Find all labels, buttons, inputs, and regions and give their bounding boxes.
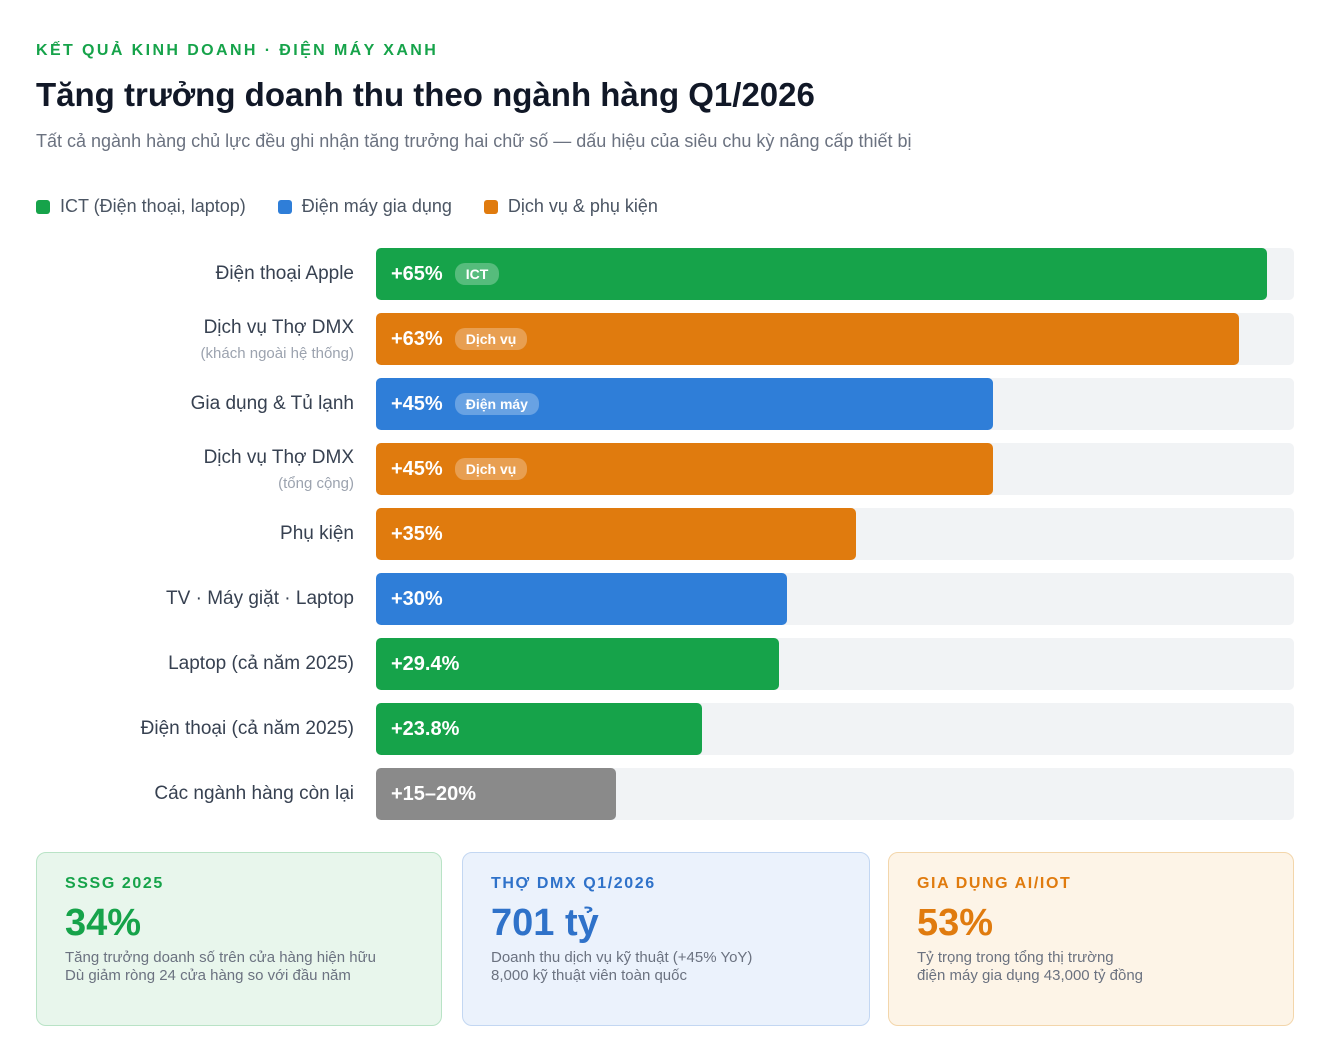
category-name: Dịch vụ Thợ DMX [203, 446, 354, 468]
category-name: Điện thoại Apple [215, 263, 354, 284]
legend-swatch-dichvu [483, 199, 498, 214]
eyebrow: KẾT QUẢ KINH DOANH · ĐIỆN MÁY XANH [36, 42, 439, 59]
legend-item-dichvu: Dịch vụ & phụ kiện [483, 196, 658, 217]
category-name: Phụ kiện [280, 523, 354, 544]
card-label: SSSG 2025 [65, 875, 164, 892]
bar-tag: Điện máy [454, 393, 539, 415]
category-label: Dịch vụ Thợ DMX (tổng cộng) [24, 443, 354, 495]
card-tho-dmx: THỢ DMX Q1/2026 701 tỷ Doanh thu dịch vụ… [462, 852, 870, 1026]
category-sublabel: (khách ngoài hệ thống) [200, 344, 354, 362]
card-desc-line: Dù giảm ròng 24 cửa hàng so với đầu năm [65, 967, 351, 984]
bar-value-label: +63% [391, 327, 443, 350]
category-name: Gia dụng & Tủ lạnh [190, 393, 354, 414]
bar-ict: +23.8% [376, 703, 702, 755]
bar-value-label: +30% [391, 587, 443, 610]
card-desc-line: Tăng trưởng doanh số trên cửa hàng hiện … [65, 949, 376, 966]
bar-tag: Dịch vụ [454, 458, 528, 480]
card-value: 34% [65, 902, 142, 944]
category-sublabel: (tổng cộng) [278, 474, 354, 492]
category-label: Điện thoại (cả năm 2025) [24, 703, 354, 755]
bar-value-label: +45% [391, 392, 443, 415]
legend-item-dienmay: Điện máy gia dụng [277, 196, 452, 217]
card-description: Tăng trưởng doanh số trên cửa hàng hiện … [65, 949, 413, 985]
bar-dichvu: +45% Dịch vụ [376, 443, 993, 495]
chart-row: Các ngành hàng còn lại +15–20% [0, 768, 1342, 820]
chart-row: Dịch vụ Thợ DMX (tổng cộng) +45% Dịch vụ [0, 443, 1342, 495]
chart-row: Laptop (cả năm 2025) +29.4% [0, 638, 1342, 690]
card-value: 701 tỷ [491, 902, 599, 944]
chart-row: Dịch vụ Thợ DMX (khách ngoài hệ thống) +63… [0, 313, 1342, 365]
bar-dienmay: +45% Điện máy [376, 378, 993, 430]
category-name: Dịch vụ Thợ DMX [203, 316, 354, 338]
category-label: Laptop (cả năm 2025) [24, 638, 354, 690]
bar-value-label: +45% [391, 457, 443, 480]
category-label: Gia dụng & Tủ lạnh [24, 378, 354, 430]
category-label: Điện thoại Apple [24, 248, 354, 300]
chart-row: TV · Máy giặt · Laptop +30% [0, 573, 1342, 625]
category-name: Laptop (cả năm 2025) [168, 653, 354, 674]
card-description: Doanh thu dịch vụ kỹ thuật (+45% YoY) 8,… [491, 949, 841, 985]
category-label: Phụ kiện [24, 508, 354, 560]
legend-label-dichvu: Dịch vụ & phụ kiện [507, 196, 658, 216]
card-desc-line: 8,000 kỹ thuật viên toàn quốc [491, 967, 687, 984]
category-name: Các ngành hàng còn lại [154, 783, 354, 804]
bar-dichvu: +63% Dịch vụ [376, 313, 1239, 365]
chart-row: Gia dụng & Tủ lạnh +45% Điện máy [0, 378, 1342, 430]
card-desc-line: Tỷ trọng trong tổng thị trường [917, 949, 1114, 966]
card-sssg: SSSG 2025 34% Tăng trưởng doanh số trên … [36, 852, 442, 1026]
card-desc-line: điện máy gia dụng 43,000 tỷ đồng [917, 967, 1144, 984]
category-name: Điện thoại (cả năm 2025) [140, 718, 354, 739]
bar-value-label: +23.8% [391, 717, 460, 740]
category-label: Các ngành hàng còn lại [24, 768, 354, 820]
card-description: Tỷ trọng trong tổng thị trường điện máy … [917, 949, 1265, 985]
bar-dienmay: +30% [376, 573, 787, 625]
bar-value-label: +29.4% [391, 652, 460, 675]
card-gia-dung-ai: GIA DỤNG AI/IOT 53% Tỷ trọng trong tổng … [888, 852, 1294, 1026]
category-label: Dịch vụ Thợ DMX (khách ngoài hệ thống) [24, 313, 354, 365]
legend-label-ict: ICT (Điện thoại, laptop) [60, 196, 246, 216]
card-label: GIA DỤNG AI/IOT [917, 875, 1072, 892]
bar-dichvu: +35% [376, 508, 856, 560]
category-label: TV · Máy giặt · Laptop [24, 573, 354, 625]
bar-other: +15–20% [376, 768, 616, 820]
legend-swatch-ict [36, 199, 50, 214]
subtitle: Tất cả ngành hàng chủ lực đều ghi nhận t… [36, 131, 912, 151]
chart-legend: ICT (Điện thoại, laptop) Điện máy gia dụ… [36, 196, 658, 217]
page-title: Tăng trưởng doanh thu theo ngành hàng Q1… [36, 76, 815, 113]
bar-value-label: +35% [391, 522, 443, 545]
bar-value-label: +65% [391, 262, 443, 285]
bar-ict: +65% ICT [376, 248, 1267, 300]
chart-row: Điện thoại Apple +65% ICT [0, 248, 1342, 300]
bar-value-label: +15–20% [391, 782, 477, 805]
chart-row: Điện thoại (cả năm 2025) +23.8% [0, 703, 1342, 755]
bar-ict: +29.4% [376, 638, 779, 690]
bar-tag: ICT [454, 263, 500, 285]
card-value: 53% [917, 902, 994, 944]
chart-row: Phụ kiện +35% [0, 508, 1342, 560]
category-name: TV · Máy giặt · Laptop [166, 588, 354, 609]
card-label: THỢ DMX Q1/2026 [491, 875, 656, 892]
legend-item-ict: ICT (Điện thoại, laptop) [36, 196, 246, 217]
summary-cards: SSSG 2025 34% Tăng trưởng doanh số trên … [36, 852, 1294, 1026]
legend-label-dienmay: Điện máy gia dụng [301, 196, 452, 216]
legend-swatch-dienmay [277, 199, 292, 214]
card-desc-line: Doanh thu dịch vụ kỹ thuật (+45% YoY) [491, 949, 753, 966]
bar-tag: Dịch vụ [454, 328, 528, 350]
